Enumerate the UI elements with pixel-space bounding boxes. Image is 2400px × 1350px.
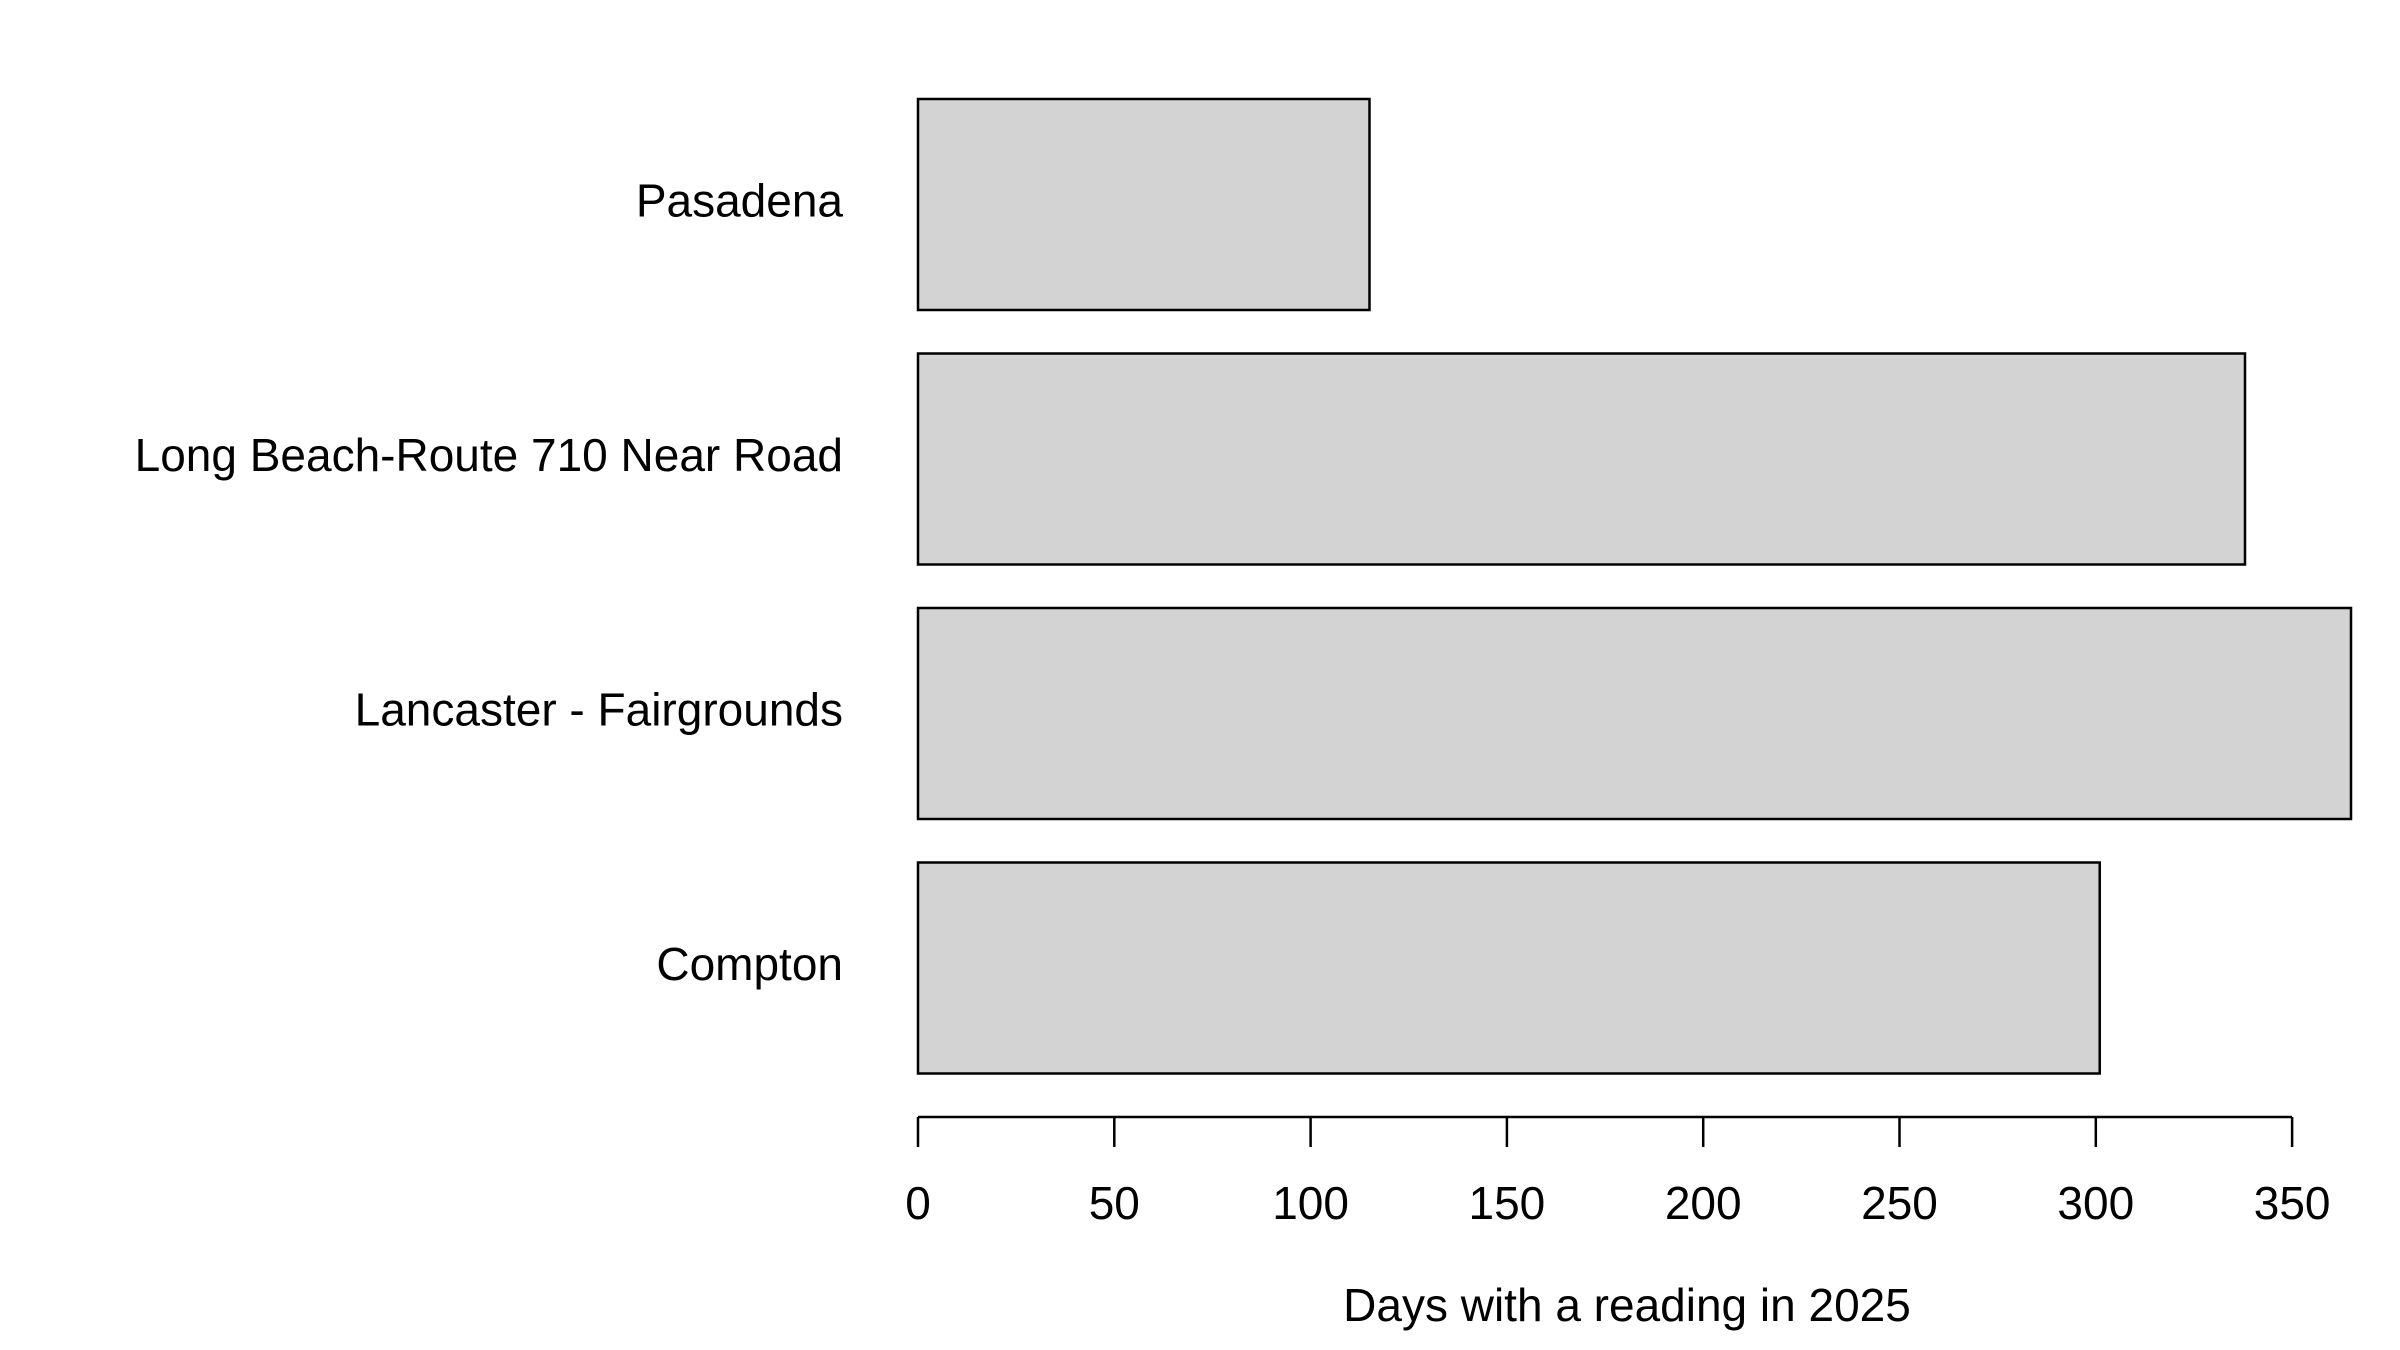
bar xyxy=(916,861,2101,1075)
x-tick-label: 350 xyxy=(2254,1177,2331,1229)
x-tick-label: 200 xyxy=(1665,1177,1742,1229)
y-tick-label: Long Beach-Route 710 Near Road xyxy=(135,429,843,481)
x-tick-label: 0 xyxy=(905,1177,931,1229)
x-tick-label: 300 xyxy=(2057,1177,2134,1229)
y-tick-label: Lancaster - Fairgrounds xyxy=(355,684,843,736)
x-tick-label: 250 xyxy=(1861,1177,1938,1229)
bar xyxy=(916,606,2353,821)
x-tick-label: 100 xyxy=(1272,1177,1349,1229)
y-tick-label: Pasadena xyxy=(636,175,844,227)
bar xyxy=(916,97,1371,312)
y-tick-label: Compton xyxy=(656,938,843,990)
x-tick-label: 50 xyxy=(1089,1177,1140,1229)
x-tick-label: 150 xyxy=(1469,1177,1546,1229)
bar xyxy=(916,352,2247,566)
x-axis-title: Days with a reading in 2025 xyxy=(1343,1279,1911,1331)
